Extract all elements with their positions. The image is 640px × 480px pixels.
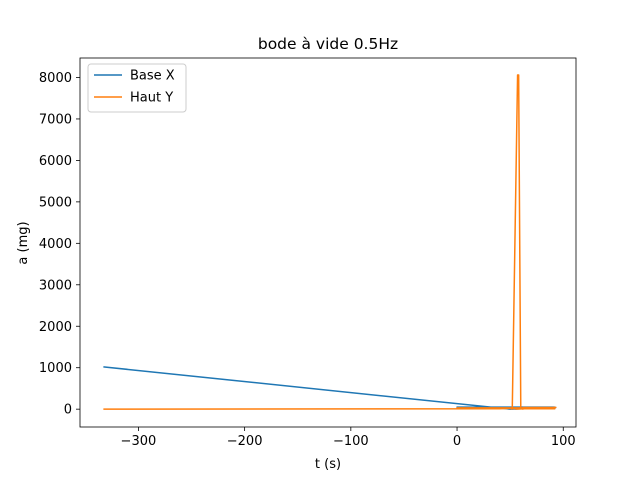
y-tick-label: 2000 <box>39 320 72 335</box>
y-tick-label: 8000 <box>39 71 72 86</box>
plot-area: −300 −200 −100 0 100010002000300040005000600… <box>39 57 577 449</box>
y-tick-label: 5000 <box>39 195 72 210</box>
y-tick-label: 6000 <box>39 154 72 169</box>
x-tick-label: 0 <box>453 434 461 449</box>
y-tick-label: 4000 <box>39 237 72 252</box>
y-tick-label: 0 <box>64 403 72 418</box>
x-axis-label: t (s) <box>315 457 341 472</box>
series-line-2 <box>103 74 557 410</box>
y-tick-label: 3000 <box>39 278 72 293</box>
legend-entry: Base X <box>130 69 175 84</box>
axes-frame <box>79 57 577 428</box>
legend-entry: Haut Y <box>130 91 173 106</box>
y-tick-label: 1000 <box>39 361 72 376</box>
x-tick-label: 100 <box>551 434 576 449</box>
chart-title: bode à vide 0.5Hz <box>258 35 398 53</box>
legend-box <box>87 63 187 113</box>
y-tick-label: 7000 <box>39 112 72 127</box>
x-tick-label: −300 <box>121 434 157 449</box>
x-tick-label: −200 <box>227 434 263 449</box>
x-tick-label: −100 <box>333 434 369 449</box>
y-axis-label: a (mg) <box>16 221 31 264</box>
